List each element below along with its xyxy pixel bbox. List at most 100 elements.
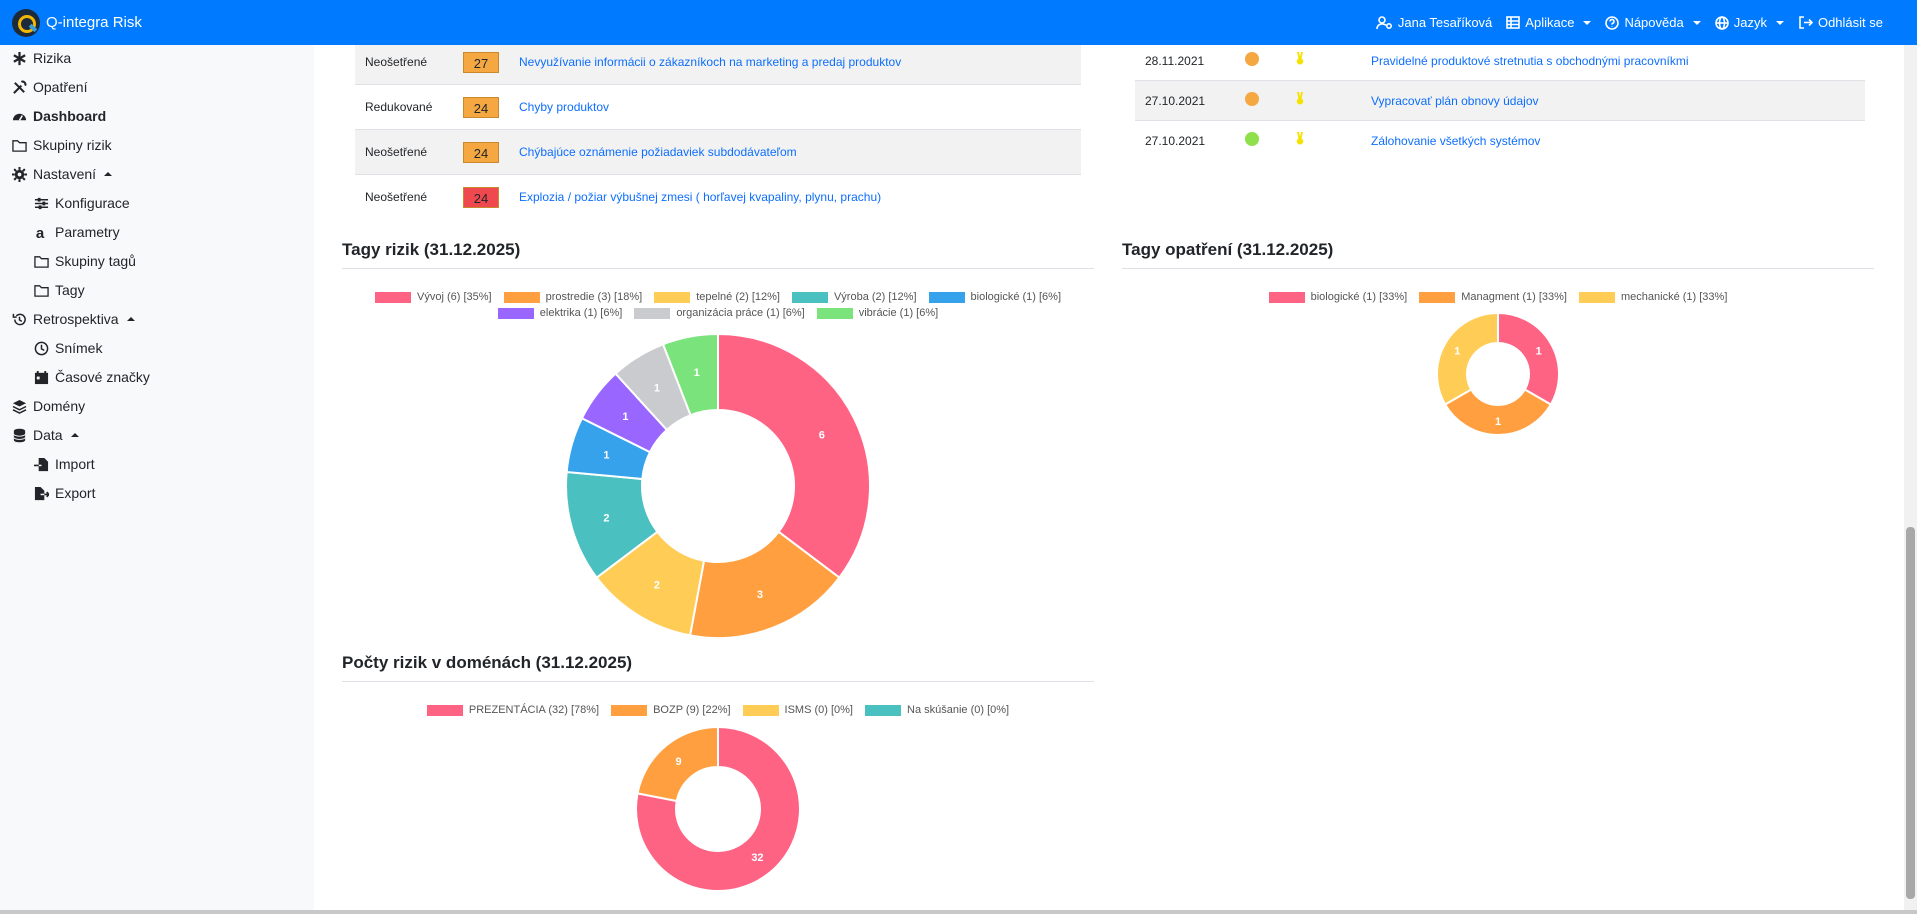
legend-item[interactable]: Managment (1) [33%] (1419, 291, 1567, 303)
measure-link[interactable]: Vypracovať plán obnovy údajov (1371, 93, 1539, 108)
legend-item[interactable]: vibrácie (1) [6%] (816, 307, 938, 319)
legend-swatch (791, 291, 828, 303)
table-row[interactable]: 28.11.2021 Pravidelné produktové stretnu… (1135, 45, 1865, 81)
risk-score-badge: 24 (463, 141, 499, 163)
measures-table: 28.11.2021 Pravidelné produktové stretnu… (1135, 45, 1865, 161)
donut-slice-vývoj[interactable] (717, 332, 871, 580)
risk-link[interactable]: Explozia / požiar výbušnej zmesi ( horľa… (519, 190, 882, 205)
svg-text:a: a (36, 225, 45, 240)
sidebar-item-rizika[interactable]: Rizika (12, 50, 71, 66)
donut-slice-biologické[interactable] (1497, 311, 1561, 406)
legend-item[interactable]: BOZP (9) [22%] (611, 704, 731, 716)
sidebar-item-konfigurace[interactable]: Konfigurace (34, 195, 130, 211)
status-dot (1245, 132, 1259, 147)
legend-label: BOZP (9) [22%] (653, 704, 731, 716)
user-menu[interactable]: Jana Tesaříková (1376, 15, 1492, 30)
legend-item[interactable]: Na skúšanie (0) [0%] (865, 704, 1009, 716)
donut-slice-mechanické[interactable] (1435, 311, 1499, 406)
language-menu[interactable]: Jazyk (1714, 15, 1784, 30)
legend-item[interactable]: organizácia práce (1) [6%] (634, 307, 805, 319)
table-row[interactable]: Neošetřené 24 Explozia / požiar výbušnej… (355, 174, 1081, 220)
measure-link[interactable]: Zálohovanie všetkých systémov (1371, 133, 1541, 148)
legend-item[interactable]: Vývoj (6) [35%] (374, 291, 492, 303)
grid-icon (1506, 16, 1521, 29)
risk-score-badge: 24 (463, 96, 499, 118)
measure-link[interactable]: Pravidelné produktové stretnutia s obcho… (1371, 53, 1689, 68)
legend-item[interactable]: tepelné (2) [12%] (654, 291, 780, 303)
legend-label: Výroba (2) [12%] (833, 291, 917, 303)
table-row[interactable]: Neošetřené 24 Chýbajúce oznámenie požiad… (355, 129, 1081, 175)
legend-swatch (426, 704, 463, 716)
chart-legend-measure-tags: biologické (1) [33%] Managment (1) [33%] m… (1122, 291, 1874, 303)
sidebar-item-label: Nastavení (33, 166, 97, 182)
slice-value-label: 32 (751, 852, 763, 864)
legend-label: organizácia práce (1) [6%] (676, 307, 805, 319)
sidebar-item-tagy[interactable]: Tagy (34, 282, 85, 298)
slice-value-label: 6 (819, 429, 825, 441)
sidebar-item-label: Konfigurace (55, 195, 130, 211)
sidebar-item-opatreni[interactable]: Opatření (12, 79, 87, 95)
clock-icon (34, 341, 49, 355)
sidebar-item-skupiny-rizik[interactable]: Skupiny rizik (12, 137, 112, 153)
legend-item[interactable]: elektrika (1) [6%] (497, 307, 623, 319)
sidebar-item-skupiny-tagu[interactable]: Skupiny tagů (34, 253, 136, 269)
donut-slice-bozp[interactable] (636, 725, 719, 803)
slice-value-label: 1 (1536, 346, 1542, 358)
sidebar-item-snimek[interactable]: Snímek (34, 340, 102, 356)
legend-item[interactable]: Výroba (2) [12%] (791, 291, 917, 303)
sidebar-item-parametry[interactable]: a Parametry (34, 224, 120, 240)
medal-icon (1296, 132, 1304, 145)
legend-swatch (503, 291, 540, 303)
sidebar-item-dashboard[interactable]: Dashboard (12, 108, 106, 124)
legend-swatch (928, 291, 965, 303)
table-row[interactable]: Redukované 24 Chyby produktov (355, 84, 1081, 130)
legend-label: prostredie (3) [18%] (545, 291, 643, 303)
donut-slice-managment[interactable] (1443, 388, 1553, 437)
legend-item[interactable]: mechanické (1) [33%] (1579, 291, 1727, 303)
slice-value-label: 1 (1495, 416, 1501, 428)
sidebar-item-import[interactable]: Import (34, 456, 95, 472)
sidebar-item-casove-znacky[interactable]: Časové značky (34, 369, 150, 385)
scrollbar-thumb[interactable] (1906, 527, 1915, 899)
sidebar-item-export[interactable]: Export (34, 485, 95, 501)
sidebar-item-nastaveni[interactable]: Nastavení (12, 166, 113, 182)
risk-tags-donut-chart: 6 3 2 2 1 1 1 1 (565, 332, 871, 639)
folder-icon (34, 255, 49, 268)
legend-item[interactable]: PREZENTÁCIA (32) [78%] (426, 704, 599, 716)
chart-legend-domains: PREZENTÁCIA (32) [78%] BOZP (9) [22%] ISMS… (342, 704, 1094, 716)
horizontal-scrollbar[interactable] (0, 910, 1917, 914)
slice-value-label: 1 (654, 382, 660, 394)
slice-value-label: 2 (603, 513, 609, 525)
legend-swatch (611, 704, 648, 716)
legend-label: Vývoj (6) [35%] (416, 291, 492, 303)
app-title: Q-integra Risk (46, 14, 142, 31)
vertical-scrollbar[interactable] (1904, 45, 1917, 914)
risk-link[interactable]: Chyby produktov (519, 100, 610, 114)
legend-label: mechanické (1) [33%] (1621, 291, 1728, 303)
medal-icon (1296, 52, 1304, 65)
legend-item[interactable]: biologické (1) [33%] (1268, 291, 1408, 303)
donut-slice-prezentácia[interactable] (635, 725, 801, 892)
legend-item[interactable]: biologické (1) [6%] (928, 291, 1061, 303)
section-divider (342, 268, 1094, 269)
legend-label: biologické (1) [33%] (1310, 291, 1408, 303)
table-row[interactable]: 27.10.2021 Vypracovať plán obnovy údajov (1135, 80, 1865, 121)
sidebar-item-data[interactable]: Data (12, 427, 79, 443)
sidebar-item-retrospektiva[interactable]: Retrospektiva (12, 311, 135, 327)
table-row[interactable]: 27.10.2021 Zálohovanie všetkých systémov (1135, 120, 1865, 161)
legend-label: elektrika (1) [6%] (539, 307, 623, 319)
legend-item[interactable]: prostredie (3) [18%] (503, 291, 643, 303)
table-row[interactable]: Neošetřené 27 Nevyužívanie informácii o … (355, 45, 1081, 85)
risk-link[interactable]: Chýbajúce oznámenie požiadaviek subdodáv… (519, 145, 797, 159)
help-menu[interactable]: Nápověda (1605, 15, 1701, 30)
legend-item[interactable]: ISMS (0) [0%] (742, 704, 853, 716)
globe-icon (1714, 15, 1729, 30)
donut-slice-prostredie[interactable] (688, 530, 841, 639)
logout-link[interactable]: Odhlásit se (1798, 15, 1883, 30)
risk-link[interactable]: Nevyužívanie informácii o zákazníkoch na… (519, 55, 902, 69)
apps-menu[interactable]: Aplikace (1506, 15, 1592, 30)
sidebar-item-domeny[interactable]: Domény (12, 398, 85, 414)
status-dot (1245, 52, 1259, 66)
brand[interactable]: Q-integra Risk (12, 8, 142, 37)
donut-slice-vibrácie[interactable] (661, 332, 719, 417)
